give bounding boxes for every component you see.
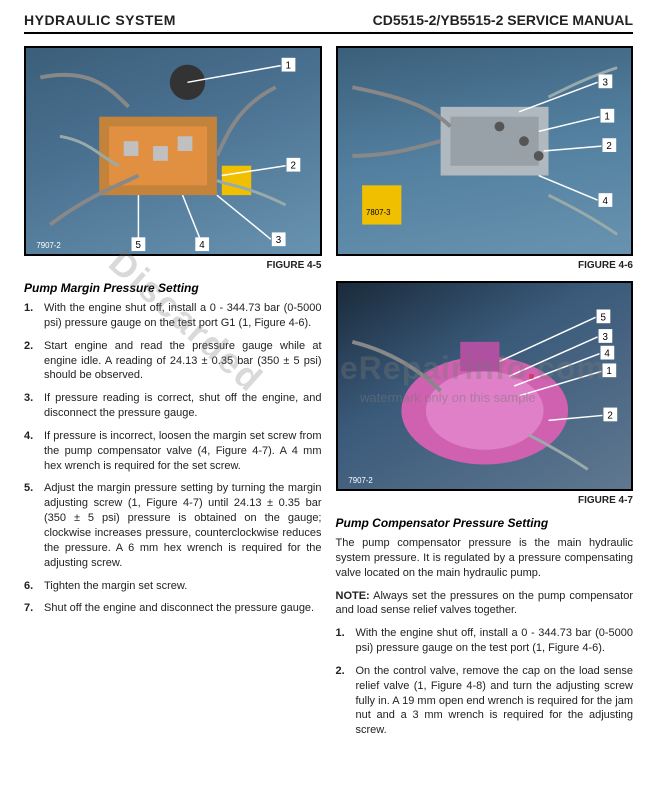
margin-steps: With the engine shut off, install a 0 - … xyxy=(24,301,322,616)
page-header: HYDRAULIC SYSTEM CD5515-2/YB5515-2 SERVI… xyxy=(24,12,633,34)
figure-4-7: 5 3 4 1 2 7907-2 xyxy=(336,281,634,491)
compensator-note: NOTE: Always set the pressures on the pu… xyxy=(336,589,634,619)
figure-4-5: 1 2 3 4 5 7907-2 xyxy=(24,46,322,256)
step-item: Start engine and read the pressure gauge… xyxy=(24,339,322,384)
callout-2: 2 xyxy=(607,410,612,421)
note-label: NOTE: xyxy=(336,590,370,602)
compensator-steps: With the engine shut off, install a 0 - … xyxy=(336,626,634,738)
callout-4: 4 xyxy=(602,196,608,207)
compensator-heading: Pump Compensator Pressure Setting xyxy=(336,516,634,530)
step-item: Shut off the engine and disconnect the p… xyxy=(24,601,322,616)
callout-2: 2 xyxy=(606,141,611,152)
callout-3: 3 xyxy=(602,332,608,343)
figure-4-7-label: FIGURE 4-7 xyxy=(336,495,634,506)
callout-4: 4 xyxy=(199,240,205,251)
step-item: Adjust the margin pressure setting by tu… xyxy=(24,481,322,570)
callout-1: 1 xyxy=(604,112,609,123)
step-item: If pressure reading is correct, shut off… xyxy=(24,391,322,421)
right-column: 3 1 2 4 7807-3 FIGURE 4-6 xyxy=(336,46,634,746)
image-id: 7907-2 xyxy=(348,476,372,485)
callout-3: 3 xyxy=(602,77,608,88)
step-item: On the control valve, remove the cap on … xyxy=(336,664,634,738)
note-text: Always set the pressures on the pump com… xyxy=(336,590,634,617)
step-item: With the engine shut off, install a 0 - … xyxy=(336,626,634,656)
callout-5: 5 xyxy=(135,240,141,251)
image-id: 7907-2 xyxy=(36,241,60,250)
page-content: 1 2 3 4 5 7907-2 FIGURE 4-5 Pump Margin … xyxy=(24,46,633,746)
figure-4-5-label: FIGURE 4-5 xyxy=(24,260,322,271)
callout-3: 3 xyxy=(276,235,282,246)
figure-4-6-label: FIGURE 4-6 xyxy=(336,260,634,271)
step-item: With the engine shut off, install a 0 - … xyxy=(24,301,322,331)
step-item: If pressure is incorrect, loosen the mar… xyxy=(24,429,322,474)
left-column: 1 2 3 4 5 7907-2 FIGURE 4-5 Pump Margin … xyxy=(24,46,322,746)
callout-1: 1 xyxy=(286,61,291,72)
callout-5: 5 xyxy=(600,312,606,323)
margin-heading: Pump Margin Pressure Setting xyxy=(24,281,322,295)
step-item: Tighten the margin set screw. xyxy=(24,579,322,594)
figure-4-6: 3 1 2 4 7807-3 xyxy=(336,46,634,256)
compensator-intro: The pump compensator pressure is the mai… xyxy=(336,536,634,581)
image-id: 7807-3 xyxy=(366,208,391,217)
manual-title: CD5515-2/YB5515-2 SERVICE MANUAL xyxy=(373,12,633,28)
section-title: HYDRAULIC SYSTEM xyxy=(24,12,176,28)
callout-2: 2 xyxy=(290,161,295,172)
callout-4: 4 xyxy=(604,349,610,360)
callout-1: 1 xyxy=(606,366,611,377)
